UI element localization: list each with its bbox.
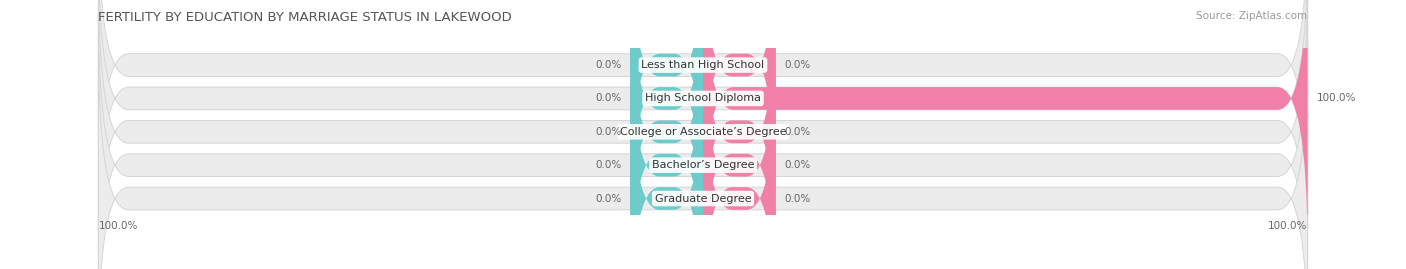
Text: 0.0%: 0.0% [785,127,811,137]
FancyBboxPatch shape [630,0,703,214]
Text: College or Associate’s Degree: College or Associate’s Degree [620,127,786,137]
Text: Graduate Degree: Graduate Degree [655,193,751,204]
FancyBboxPatch shape [98,0,1308,254]
Text: 0.0%: 0.0% [785,160,811,170]
FancyBboxPatch shape [703,0,776,269]
Text: 0.0%: 0.0% [595,93,621,104]
FancyBboxPatch shape [630,50,703,269]
Text: 100.0%: 100.0% [1316,93,1355,104]
Text: 0.0%: 0.0% [595,127,621,137]
Text: 0.0%: 0.0% [785,60,811,70]
Text: Less than High School: Less than High School [641,60,765,70]
Text: 100.0%: 100.0% [1268,221,1308,231]
FancyBboxPatch shape [98,0,1308,221]
Text: FERTILITY BY EDUCATION BY MARRIAGE STATUS IN LAKEWOOD: FERTILITY BY EDUCATION BY MARRIAGE STATU… [98,11,512,24]
Text: 0.0%: 0.0% [785,193,811,204]
FancyBboxPatch shape [98,10,1308,269]
Text: Source: ZipAtlas.com: Source: ZipAtlas.com [1197,11,1308,21]
Text: 0.0%: 0.0% [595,60,621,70]
FancyBboxPatch shape [703,0,1308,254]
FancyBboxPatch shape [703,0,776,214]
FancyBboxPatch shape [703,50,776,269]
Text: High School Diploma: High School Diploma [645,93,761,104]
Text: 100.0%: 100.0% [98,221,138,231]
Text: 0.0%: 0.0% [595,193,621,204]
FancyBboxPatch shape [630,0,703,247]
FancyBboxPatch shape [630,16,703,269]
Text: 0.0%: 0.0% [595,160,621,170]
FancyBboxPatch shape [98,43,1308,269]
FancyBboxPatch shape [703,16,776,269]
FancyBboxPatch shape [98,0,1308,269]
Text: Bachelor’s Degree: Bachelor’s Degree [652,160,754,170]
FancyBboxPatch shape [630,0,703,269]
